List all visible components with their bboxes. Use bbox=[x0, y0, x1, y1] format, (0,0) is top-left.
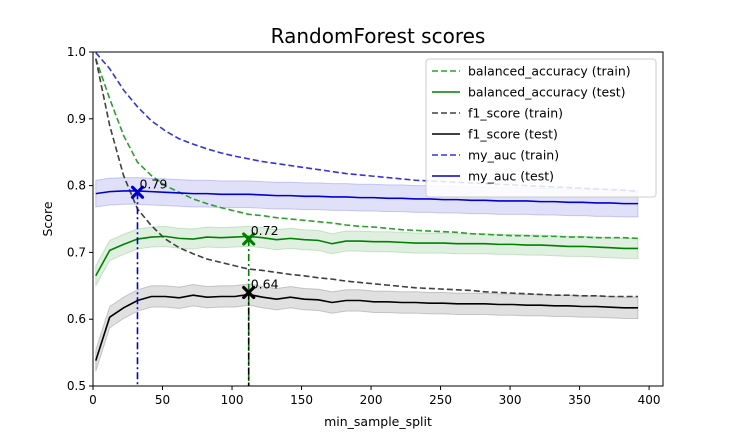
plot-area-frame bbox=[92, 51, 664, 387]
legend-entry-my-auc-train: my_auc (train) bbox=[468, 148, 559, 163]
y-tick-label: 1.0 bbox=[67, 45, 86, 59]
y-tick-label: 0.8 bbox=[67, 179, 86, 193]
band-balanced-accuracy-test bbox=[95, 225, 639, 287]
y-tick-label: 0.5 bbox=[67, 379, 86, 393]
legend-entry-f1-score-train: f1_score (train) bbox=[468, 106, 563, 121]
marker-x-1 bbox=[242, 232, 256, 246]
series-line-my-auc-test bbox=[95, 190, 638, 205]
legend-entry-balanced-accuracy-test: balanced_accuracy (test) bbox=[468, 85, 626, 100]
legend: balanced_accuracy (train) balanced_accura… bbox=[425, 58, 657, 198]
series-line-balanced-accuracy-test bbox=[95, 235, 638, 277]
y-tick-label: 0.7 bbox=[67, 245, 86, 259]
series-line-f1-score-train bbox=[94, 58, 638, 298]
x-tick-label: 300 bbox=[499, 393, 522, 407]
x-tick-label: 250 bbox=[429, 393, 452, 407]
x-tick-label: 0 bbox=[89, 393, 97, 407]
marker-label-1: 0.72 bbox=[251, 223, 279, 238]
x-tick-label: 50 bbox=[155, 393, 170, 407]
x-tick-label: 400 bbox=[638, 393, 661, 407]
y-tick-label: 0.9 bbox=[67, 112, 86, 126]
x-tick-label: 100 bbox=[221, 393, 244, 407]
legend-frame bbox=[425, 58, 657, 198]
legend-entry-my-auc-test: my_auc (test) bbox=[468, 169, 554, 184]
best-score-markers: 0.79 0.72 0.64 bbox=[130, 176, 279, 386]
series-line-f1-score-test bbox=[95, 293, 638, 361]
x-axis-label: min_sample_split bbox=[324, 414, 432, 429]
chart-title: RandomForest scores bbox=[271, 24, 486, 48]
x-tick-label: 200 bbox=[360, 393, 383, 407]
x-axis-ticks: 0 50 100 150 200 250 300 350 400 bbox=[89, 386, 661, 407]
x-tick-label: 350 bbox=[568, 393, 591, 407]
marker-label-2: 0.64 bbox=[251, 276, 279, 291]
series-lines bbox=[94, 52, 639, 361]
y-tick-label: 0.6 bbox=[67, 312, 86, 326]
legend-entry-f1-score-test: f1_score (test) bbox=[468, 127, 558, 142]
band-f1-score-test bbox=[95, 283, 639, 372]
y-axis-ticks: 0.5 0.6 0.7 0.8 0.9 1.0 bbox=[67, 45, 93, 393]
series-line-balanced-accuracy-train bbox=[95, 58, 639, 240]
series-line-my-auc-train bbox=[95, 52, 639, 193]
y-axis-label: Score bbox=[40, 201, 55, 236]
marker-label-0: 0.79 bbox=[139, 176, 167, 191]
marker-x-2 bbox=[242, 285, 256, 300]
marker-x-0 bbox=[130, 185, 145, 199]
legend-entry-balanced-accuracy-train: balanced_accuracy (train) bbox=[468, 64, 631, 79]
x-tick-label: 150 bbox=[290, 393, 313, 407]
